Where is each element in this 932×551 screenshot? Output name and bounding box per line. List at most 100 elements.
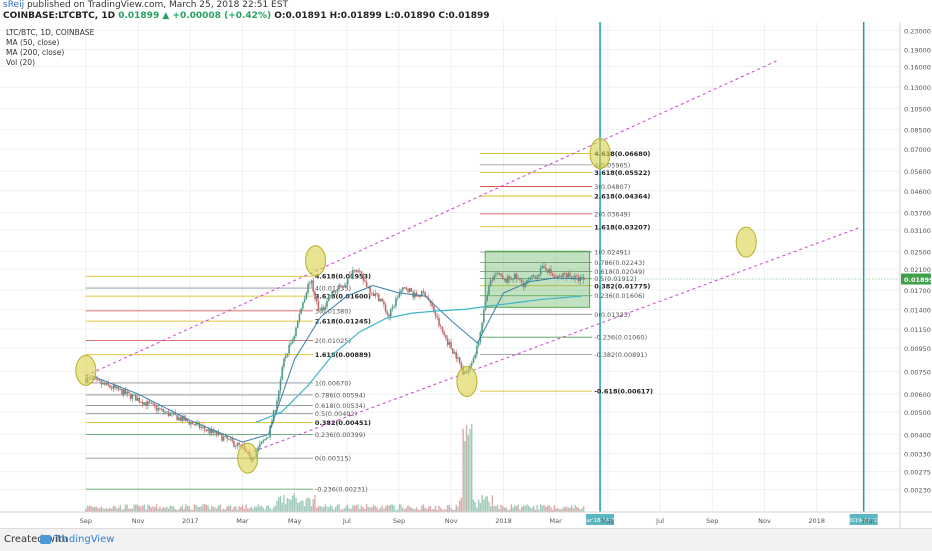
volume-bar (231, 509, 233, 512)
fib-level-label: 1.618(0.03207) (594, 223, 650, 231)
candle-body (393, 306, 396, 308)
candle-body (155, 405, 158, 411)
candle-body (143, 402, 146, 405)
volume-bar (491, 495, 494, 512)
chart-area[interactable]: Mar'18-06-18 2019-02-07 4.618(0.01953) 4(0… (0, 22, 932, 528)
legend-vol[interactable]: Vol (20) (6, 58, 35, 67)
x-tick-label: May (601, 517, 615, 525)
candle-body (551, 273, 554, 276)
candle-body (496, 273, 499, 275)
volume-bar (424, 507, 426, 512)
volume-bar (210, 505, 213, 512)
candle-body (317, 301, 320, 311)
volume-bar (326, 506, 328, 512)
volume-bar (377, 509, 380, 512)
candle-body (97, 379, 99, 380)
volume-bar (193, 504, 196, 512)
volume-bar (517, 504, 519, 512)
candle-body (167, 411, 170, 416)
candle-body (117, 386, 120, 390)
price-axis[interactable]: 0.23000 0.19000 0.16000 0.13000 0.10500 0.085… (584, 22, 932, 528)
candle-body (343, 285, 346, 287)
y-tick-label: 0.00230 (904, 487, 931, 495)
candle-body (126, 391, 128, 394)
date-tag (586, 514, 615, 525)
volume-bar (539, 504, 542, 512)
candle-body (312, 280, 315, 292)
low-value: L:0.01890 (384, 11, 436, 21)
volume-bar (564, 506, 566, 512)
candle-body (276, 400, 278, 411)
volume-bar (365, 504, 368, 512)
volume-bar (452, 509, 454, 512)
candle-body (103, 382, 106, 385)
candle-body (512, 279, 514, 281)
volume-bar (255, 506, 258, 512)
candle-body (95, 378, 97, 380)
volume-bar (207, 505, 209, 512)
volume-bar (346, 504, 349, 512)
volume-bar (409, 506, 411, 512)
volume-bar (555, 508, 557, 512)
volume-bar (181, 505, 184, 512)
volume-bar (221, 509, 223, 512)
tradingview-logo-icon[interactable] (40, 535, 51, 544)
volume-bar (572, 508, 575, 512)
candle-body (505, 279, 507, 283)
candle-body (402, 287, 404, 291)
volume-bar (229, 505, 232, 512)
fib-level-label: 3.618(0.05522) (594, 169, 650, 177)
volume-bar (396, 509, 399, 512)
volume-bar (446, 505, 449, 512)
candle-body (264, 439, 266, 441)
candle-body (388, 314, 390, 317)
volume-bar (414, 509, 416, 512)
candle-body (236, 442, 239, 446)
volume-bar (278, 497, 280, 512)
candle-body (307, 283, 309, 294)
candle-body (310, 280, 313, 284)
volume-bar (533, 506, 535, 512)
volume-bar (476, 507, 478, 512)
trendlines (85, 60, 862, 455)
volume-bar (317, 506, 320, 512)
author-link[interactable]: sReij (3, 0, 25, 10)
candle-body (453, 352, 456, 354)
candle-body (102, 382, 104, 385)
volume-bar (467, 435, 469, 512)
candle-body (407, 289, 409, 292)
volume-bar (191, 509, 194, 512)
candle-body (486, 294, 489, 302)
volume-bar (398, 504, 401, 512)
time-axis[interactable]: Sep Nov 2017 Mar May Jul Sep Nov 2018 Mar May Jul Se… (0, 511, 932, 525)
volume-bar (88, 506, 90, 512)
candle-body (283, 358, 285, 367)
volume-bar (384, 506, 387, 512)
volume-bar (557, 507, 559, 512)
legend-ma200[interactable]: MA (200, close) (6, 48, 64, 57)
date-tag-label: 2019-02-07 (848, 518, 880, 524)
candle-body (162, 408, 165, 413)
fib-level-label: 0.382(0.01775) (594, 282, 650, 290)
volume-bar (92, 507, 94, 512)
candle-body (369, 286, 371, 293)
candle-body (191, 422, 194, 425)
y-tick-label: 0.00500 (904, 409, 931, 417)
candle-body (336, 289, 339, 292)
volume-bar (297, 502, 299, 512)
price-chart[interactable]: Mar'18-06-18 2019-02-07 4.618(0.01953) 4(0… (0, 22, 932, 528)
candle-body (443, 331, 445, 336)
candle-body (472, 358, 475, 364)
volume-bar (550, 507, 552, 512)
candle-body (231, 438, 234, 442)
volume-bar (286, 497, 289, 512)
candle-body (329, 295, 332, 296)
fib-level-label: 0.382(0.00451) (315, 419, 371, 427)
volume-bar (438, 505, 440, 512)
tradingview-link[interactable]: TradingView (54, 534, 115, 545)
candle-body (477, 342, 480, 346)
candle-body (188, 421, 190, 425)
legend-ma50[interactable]: MA (50, close) (6, 38, 60, 47)
candle-body (358, 270, 361, 272)
volume-bar (562, 507, 564, 512)
